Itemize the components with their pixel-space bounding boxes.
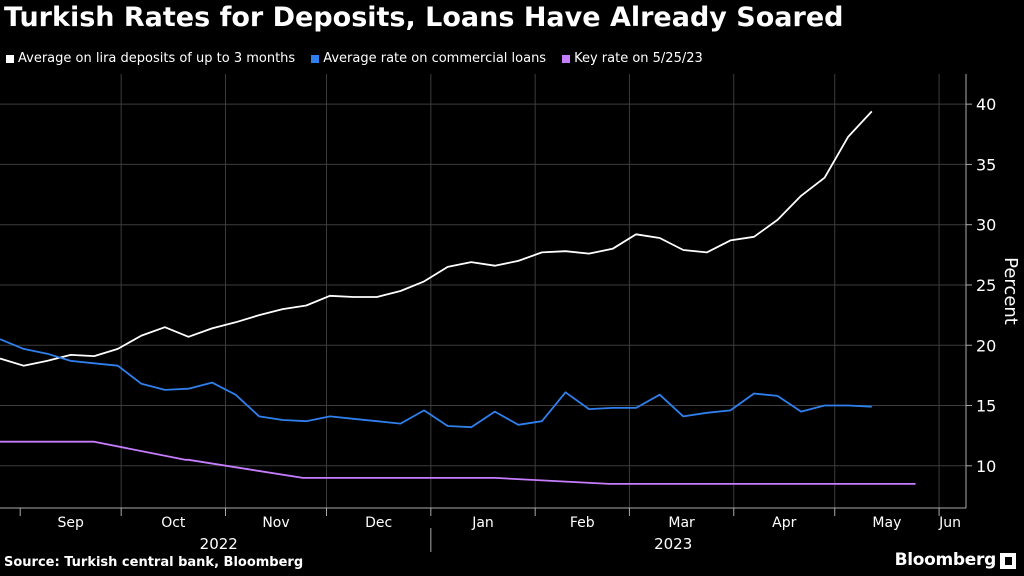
legend-item-key-rate: Key rate on 5/25/23: [562, 51, 703, 66]
x-tick-label: Feb: [570, 515, 595, 531]
legend-label-deposits: Average on lira deposits of up to 3 mont…: [18, 51, 296, 66]
legend-item-loans: Average rate on commercial loans: [311, 51, 546, 66]
x-tick-label: Oct: [161, 515, 186, 531]
y-axis-title: Percent: [1000, 257, 1021, 325]
x-tick-label: Jan: [471, 515, 494, 531]
year-label: 2022: [200, 535, 238, 553]
deposits-line: [0, 110, 873, 367]
y-tick-label: 25: [976, 276, 996, 295]
y-tick-label: 30: [976, 216, 996, 235]
legend-swatch-deposits: [6, 54, 14, 63]
loans-line: [0, 338, 872, 429]
source-note: Source: Turkish central bank, Bloomberg: [4, 555, 304, 570]
y-tick-label: 20: [976, 336, 996, 355]
x-tick-label: Mar: [668, 515, 695, 531]
x-tick-label: Apr: [772, 515, 796, 531]
y-tick-label: 10: [976, 457, 996, 476]
legend-swatch-key-rate: [562, 54, 571, 63]
x-tick-label: May: [872, 515, 901, 531]
x-tick-label: Nov: [262, 515, 289, 531]
bloomberg-logo: Bloomberg: [894, 550, 997, 570]
legend-item-deposits: Average on lira deposits of up to 3 mont…: [6, 51, 295, 66]
x-tick-label: Sep: [57, 515, 84, 531]
x-tick-label: Dec: [365, 515, 392, 531]
legend-swatch-loans: [311, 54, 320, 63]
x-tick-label: Jun: [938, 515, 961, 531]
legend-label-loans: Average rate on commercial loans: [323, 51, 547, 66]
y-tick-label: 35: [976, 155, 996, 174]
key-rate-line: [0, 440, 916, 485]
bloomberg-mark-icon: [1000, 553, 1016, 569]
legend: Average on lira deposits of up to 3 mont…: [6, 51, 703, 66]
y-tick-label: 40: [976, 95, 996, 114]
y-tick-label: 15: [976, 397, 996, 416]
legend-label-key-rate: Key rate on 5/25/23: [574, 51, 703, 66]
year-label: 2023: [654, 535, 692, 553]
chart-title: Turkish Rates for Deposits, Loans Have A…: [4, 2, 844, 33]
